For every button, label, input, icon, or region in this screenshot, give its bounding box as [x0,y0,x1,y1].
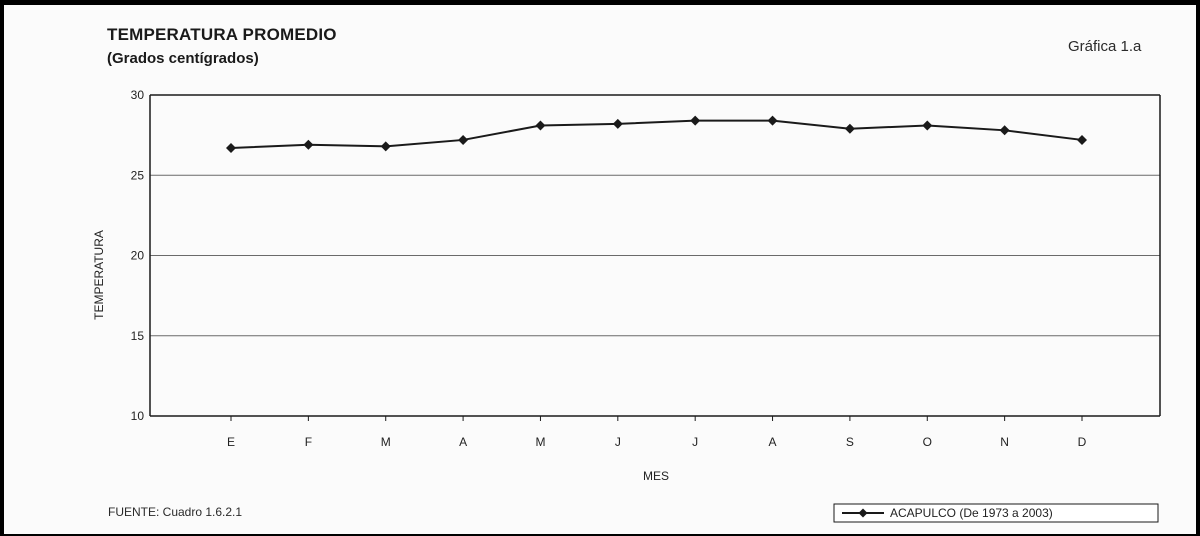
data-point [535,120,546,131]
source-note: FUENTE: Cuadro 1.6.2.1 [108,505,243,519]
x-tick-label: D [1078,435,1087,449]
data-point [999,125,1010,136]
figure-label: Gráfica 1.a [1068,38,1142,55]
data-point [303,139,314,150]
x-tick-label: A [459,435,467,449]
data-point [612,118,623,129]
data-point [922,120,933,131]
x-tick-label: M [535,435,545,449]
x-tick-label: A [769,435,777,449]
data-point [690,115,701,126]
series-line [230,119,1083,149]
legend-label: ACAPULCO (De 1973 a 2003) [890,506,1053,520]
x-tick-label: J [692,435,698,449]
data-point [1077,134,1087,145]
y-tick-label: 25 [131,168,145,182]
x-tick-label: E [227,435,235,449]
y-tick-label: 15 [131,329,145,343]
x-tick-label: N [1000,435,1009,449]
data-point [380,141,391,152]
chart-frame [4,5,1196,534]
data-point [458,134,469,145]
data-point [226,142,236,153]
x-tick-label: O [923,435,932,449]
legend-box [833,503,1159,523]
data-point [844,123,855,134]
x-axis-title: MES [643,469,669,483]
y-tick-label: 10 [131,409,145,423]
x-tick-label: J [615,435,621,449]
chart-title: TEMPERATURA PROMEDIO [107,25,337,44]
data-point [767,115,778,126]
x-tick-label: F [305,435,312,449]
legend-marker [858,508,868,518]
y-axis-title: TEMPERATURA [92,230,106,320]
x-tick-label: M [381,435,391,449]
y-tick-label: 30 [131,88,145,102]
chart-subtitle: (Grados centígrados) [107,50,259,67]
x-tick-label: S [846,435,854,449]
y-tick-label: 20 [131,249,145,263]
